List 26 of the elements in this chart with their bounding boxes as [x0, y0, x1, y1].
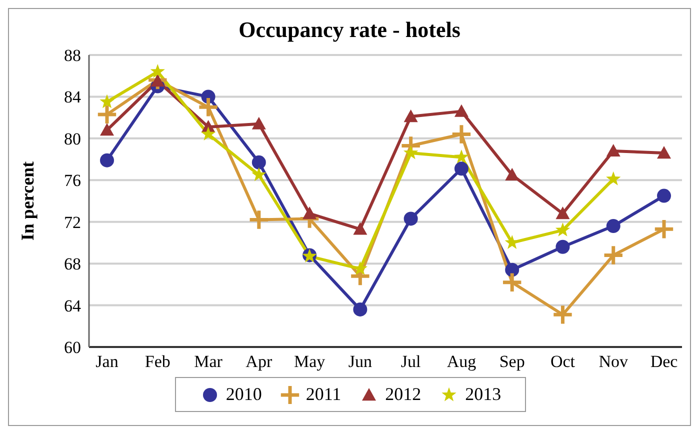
x-tick-label: Sep	[499, 352, 525, 372]
legend-label: 2013	[464, 384, 502, 405]
y-tick-label: 72	[64, 212, 81, 232]
x-tick-label: Mar	[194, 352, 223, 372]
y-tick-label: 84	[64, 88, 82, 107]
y-tick-label: 88	[64, 46, 81, 66]
legend-label: 2012	[384, 384, 422, 405]
y-tick-label: 80	[64, 129, 81, 148]
x-tick-label: Feb	[144, 352, 170, 372]
x-tick-label: Jan	[96, 352, 119, 372]
y-tick-label: 76	[64, 171, 81, 190]
x-tick-label: Jul	[400, 352, 422, 372]
x-tick-label: Nov	[598, 352, 628, 372]
x-tick-label: Jun	[348, 352, 372, 372]
y-axis-title: In percent	[17, 161, 38, 241]
legend-label: 2011	[304, 384, 342, 405]
x-tick-label: May	[294, 352, 326, 372]
x-tick-label: Apr	[246, 352, 272, 372]
x-tick-label: Dec	[650, 352, 678, 372]
y-tick-label: 68	[64, 254, 81, 274]
y-tick-label: 64	[64, 296, 82, 316]
x-tick-label: Oct	[550, 352, 576, 372]
chart-title: Occupancy rate - hotels	[238, 17, 462, 43]
x-tick-label: Aug	[446, 352, 477, 372]
y-tick-label: 60	[64, 338, 81, 358]
legend-label: 2010	[224, 384, 262, 405]
